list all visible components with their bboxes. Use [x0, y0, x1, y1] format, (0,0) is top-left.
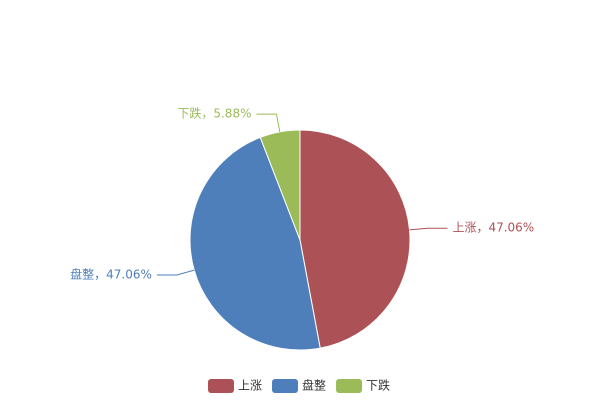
pie-slice — [299, 129, 411, 349]
legend-swatch — [208, 379, 234, 393]
slice-label: 盘整，47.06% — [70, 267, 152, 282]
leader-line — [256, 113, 281, 132]
leader-line — [409, 227, 448, 231]
legend-label: 上涨 — [238, 378, 262, 393]
legend-swatch — [336, 379, 363, 393]
pie-slice — [259, 129, 301, 241]
legend-label: 盘整 — [302, 378, 326, 393]
legend-swatch — [272, 379, 299, 393]
legend-label: 下跌 — [366, 378, 390, 393]
leader-line — [156, 269, 195, 276]
slice-label: 上涨，47.06% — [452, 220, 534, 235]
slice-label: 下跌，5.88% — [177, 106, 251, 121]
